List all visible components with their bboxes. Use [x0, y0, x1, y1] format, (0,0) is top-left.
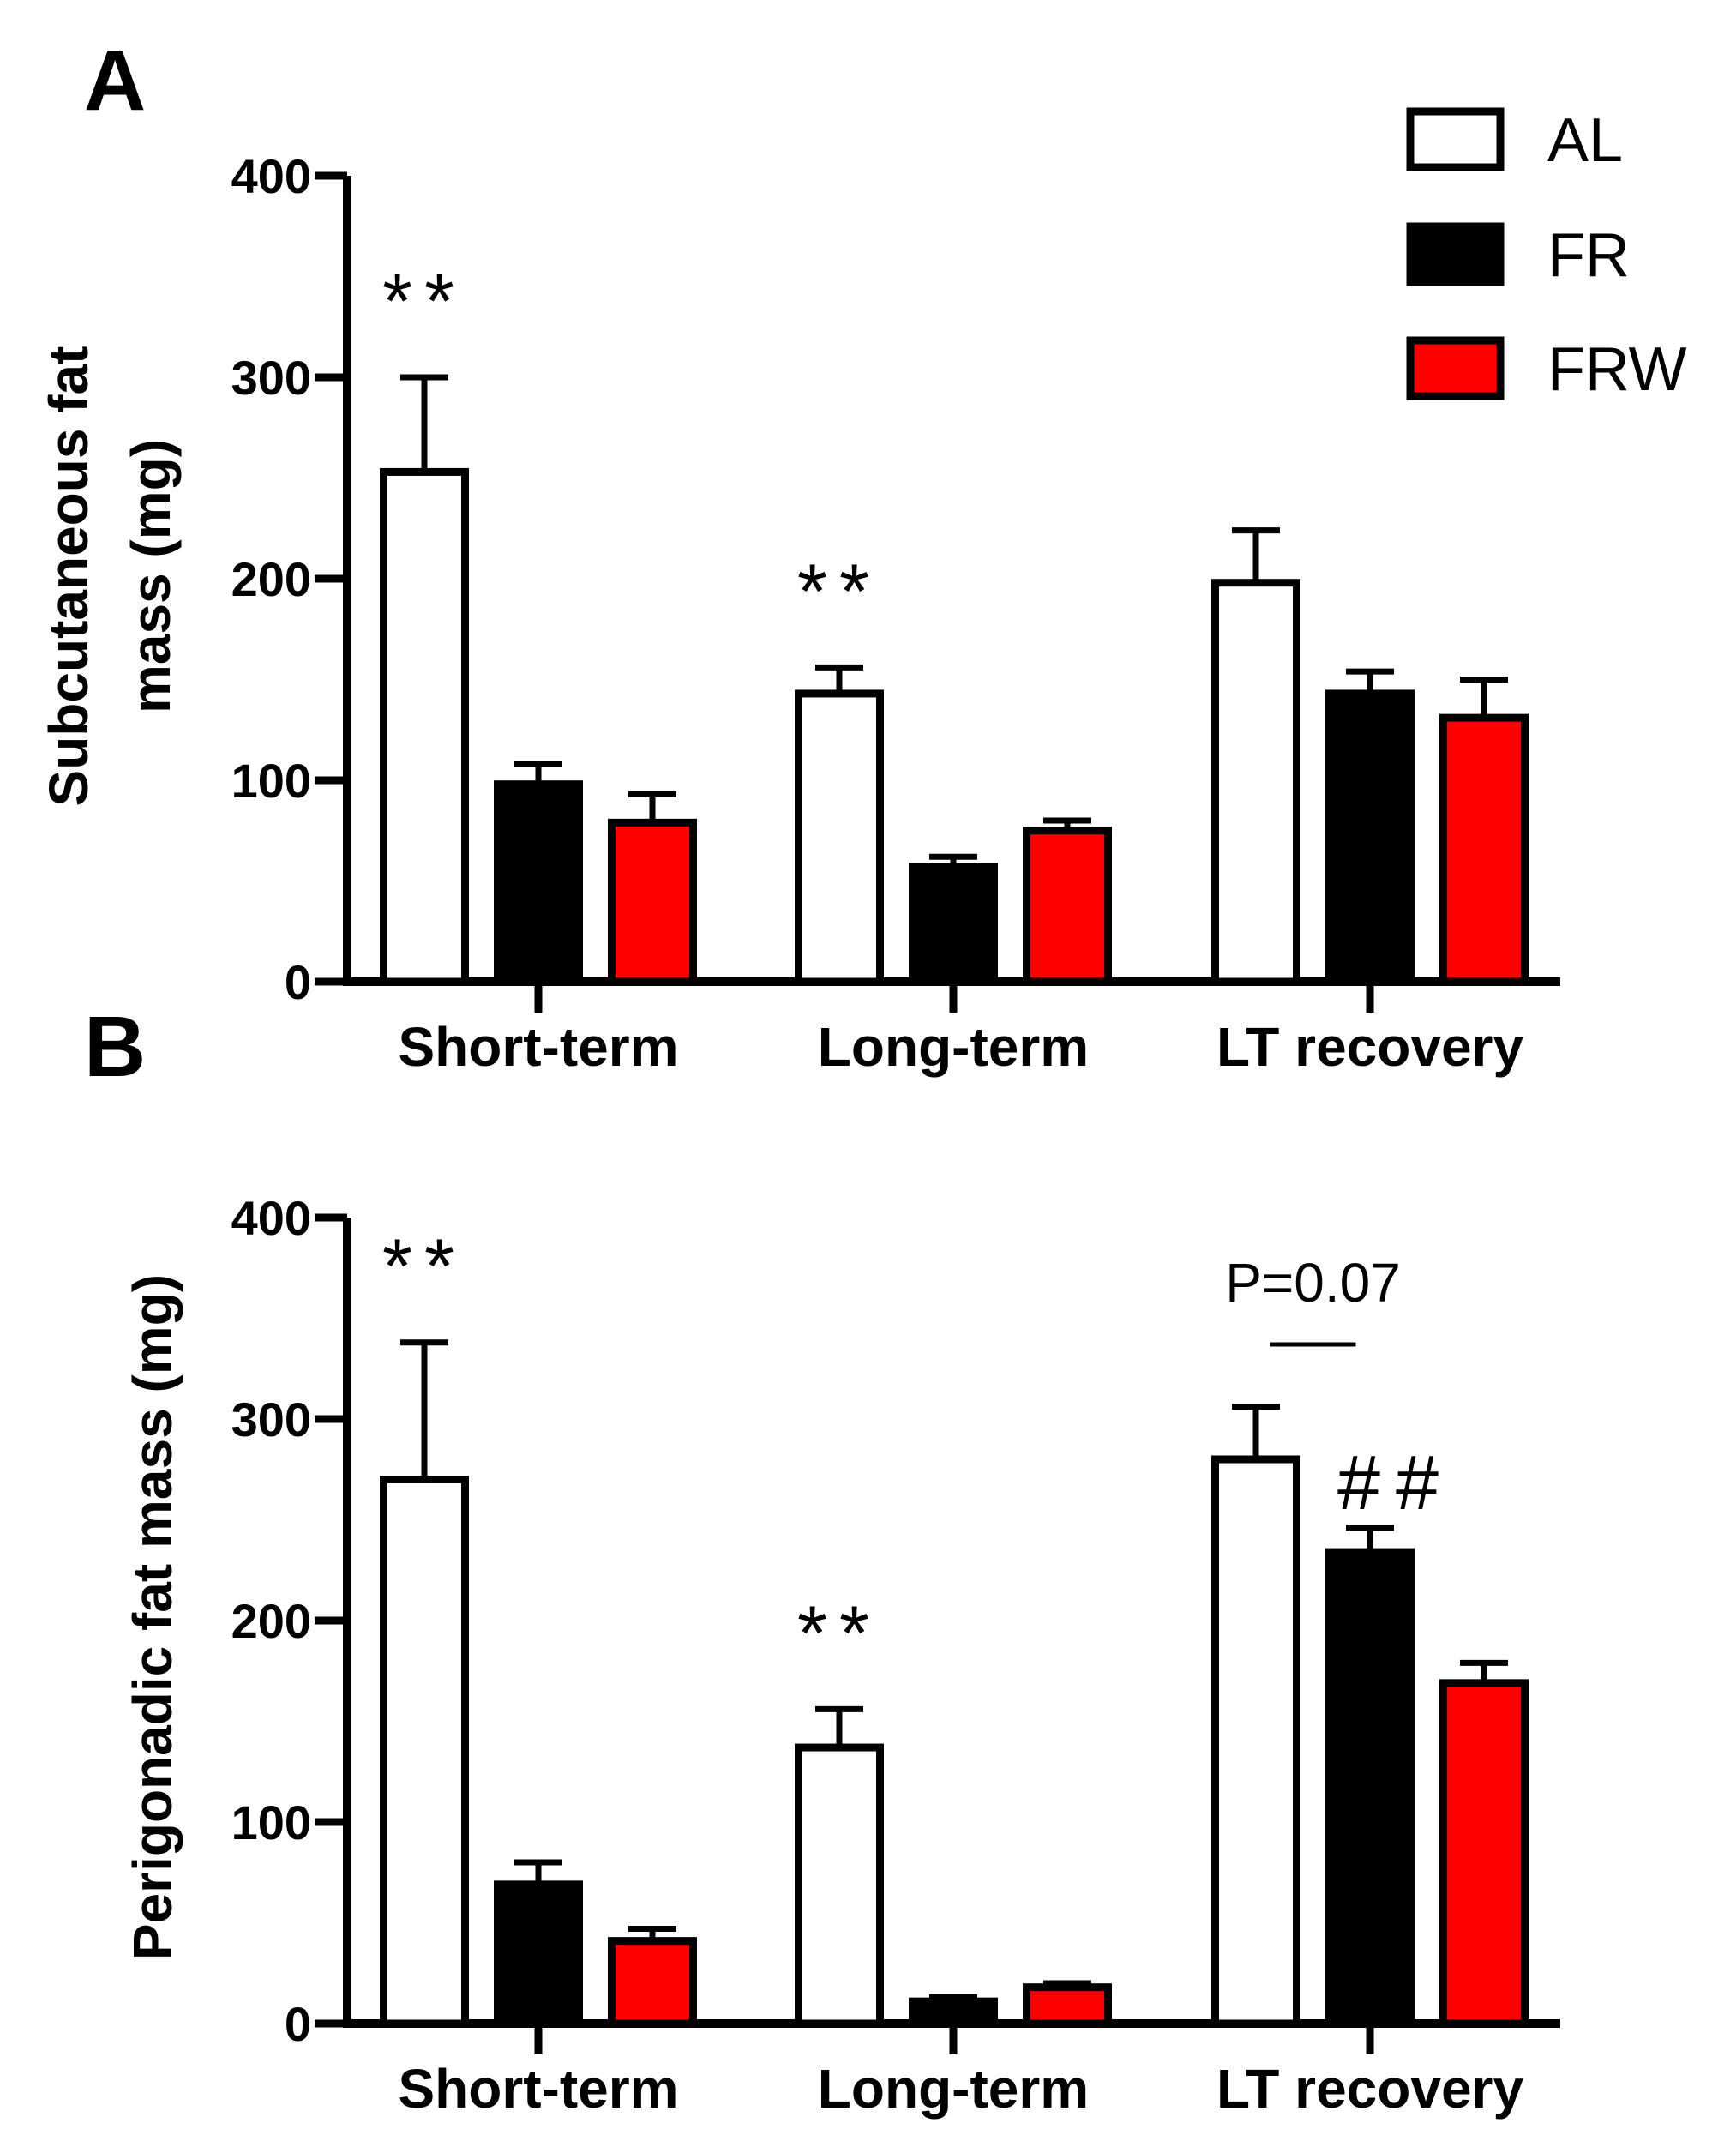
panel-a-bar-al — [1211, 579, 1300, 986]
panel-a-letter: A — [84, 33, 146, 129]
panel-b-y-tick-label: 200 — [231, 1594, 311, 1648]
panel-a-bar-fr — [494, 780, 583, 986]
panel-a-bar-fr — [1325, 689, 1415, 986]
panel-b-category-label: Short-term — [398, 2058, 678, 2120]
panel-b-bar-al — [795, 1743, 884, 2028]
panel-b-category-label: LT recovery — [1216, 2058, 1524, 2120]
panel-a-category-label: LT recovery — [1216, 1016, 1524, 1078]
panel-a-y-tick-label: 300 — [231, 351, 311, 405]
legend-swatch-fr — [1406, 222, 1505, 286]
panel-a-y-tick-label: 400 — [231, 149, 311, 203]
panel-a: A Subcutaneous fat mass (mg) 0 100 200 300 4… — [38, 33, 1560, 1078]
panel-b-y-tick-label: 300 — [231, 1392, 311, 1446]
panel-a-y-tick-label: 0 — [285, 955, 311, 1009]
panel-b-bar-frw — [608, 1937, 697, 2028]
panel-a-plot: 0 100 200 300 400 Short-term Long-term LT recov… — [231, 149, 1560, 1078]
panel-a-y-title-line2: mass (mg) — [120, 439, 182, 713]
panel-b-bar-frw — [1023, 1983, 1112, 2028]
panel-b-plot: 0 100 200 300 400 Short-term Long-term LT recov… — [231, 1191, 1560, 2120]
panel-b-category-label: Long-term — [818, 2058, 1089, 2120]
panel-b-bar-al — [380, 1476, 469, 2028]
panel-b-bar-fr — [494, 1880, 583, 2028]
panel-b-annotation-text: P=0.07 — [1225, 1252, 1401, 1314]
panel-a-bar-frw — [1439, 713, 1529, 986]
panel-b-y-tick-label: 0 — [285, 1997, 311, 2051]
panel-b-significance-marker: ## — [1337, 1440, 1454, 1526]
legend-swatch-al — [1406, 107, 1505, 171]
panel-b-bar-fr — [909, 1997, 998, 2028]
legend-label-frw: FRW — [1547, 335, 1687, 404]
panel-a-significance-marker: ** — [382, 259, 466, 345]
legend-swatch-frw — [1406, 336, 1505, 400]
panel-a-y-tick-label: 200 — [231, 552, 311, 606]
panel-a-category-label: Long-term — [818, 1016, 1089, 1078]
panel-b-y-tick-label: 100 — [231, 1795, 311, 1849]
panel-b-significance-marker: ** — [382, 1224, 466, 1310]
panel-b-bar-fr — [1325, 1548, 1415, 2028]
panel-a-y-tick-label: 100 — [231, 754, 311, 808]
panel-a-category-label: Short-term — [398, 1016, 678, 1078]
panel-a-significance-marker: ** — [797, 549, 881, 634]
panel-b-bar-al — [1211, 1455, 1300, 2028]
panel-b-y-title: Perigonadic fat mass (mg) — [122, 1274, 183, 1960]
panel-b-bar-frw — [1439, 1679, 1529, 2028]
panel-b-significance-marker: ** — [797, 1591, 881, 1676]
panel-a-bar-frw — [1023, 827, 1112, 986]
panel-b-letter: B — [84, 999, 146, 1095]
panel-a-bar-al — [380, 467, 469, 986]
legend: AL FR FRW — [1406, 106, 1687, 404]
legend-label-al: AL — [1547, 106, 1623, 175]
panel-a-bar-al — [795, 689, 884, 986]
panel-a-bar-frw — [608, 818, 697, 986]
panel-a-bar-fr — [909, 863, 998, 986]
legend-label-fr: FR — [1547, 221, 1630, 290]
panel-a-y-title-line1: Subcutaneous fat — [38, 346, 99, 807]
panel-b: B Perigonadic fat mass (mg) 0 100 200 300 40… — [84, 999, 1560, 2120]
panel-b-y-tick-label: 400 — [231, 1191, 311, 1245]
